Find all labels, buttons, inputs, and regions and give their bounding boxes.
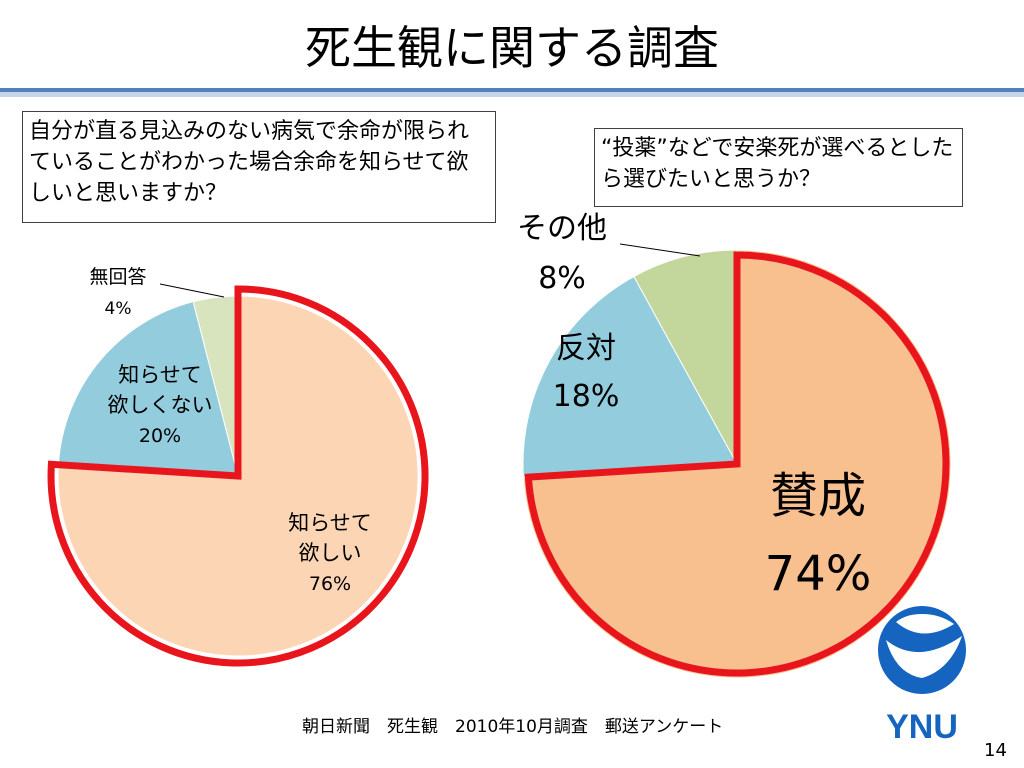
slice-label-1: 知らせて欲しい 76% — [288, 511, 372, 595]
slice-label-3: 無回答 4% — [89, 266, 146, 319]
pie-slice-2 — [522, 275, 738, 478]
pie-slice-3 — [633, 249, 738, 465]
pie-slice-2 — [57, 301, 239, 477]
slice-label-3: その他 8% — [517, 211, 607, 296]
question-box-left: 自分が直る見込みのない病気で余命が限られていることがわかった場合余命を知らせて欲… — [22, 111, 496, 223]
slice-label-2: 反対 18% — [553, 331, 620, 414]
pie-chart-2: 賛成 74% 反対 18% その他 8% — [517, 211, 952, 679]
slice-label-1: 賛成 74% — [765, 468, 872, 602]
pie-chart-1: 知らせて欲しい 76% 知らせて欲しくない 20% 無回答 4% — [47, 266, 429, 667]
title-underline — [0, 88, 1024, 92]
highlight-outline — [47, 285, 429, 667]
page-number: 14 — [984, 740, 1007, 761]
slide-title: 死生観に関する調査 — [305, 21, 719, 75]
leader-line — [159, 283, 225, 298]
slice-label-2: 知らせて欲しくない 20% — [108, 363, 213, 447]
highlight-outline — [524, 251, 950, 677]
ynu-logo-icon: YNU — [878, 606, 966, 746]
leader-line — [619, 243, 701, 257]
ynu-logo-text: YNU — [886, 708, 958, 746]
title-underline-shadow — [0, 92, 1024, 97]
source-note: 朝日新聞 死生観 2010年10月調査 郵送アンケート — [302, 717, 724, 737]
question-box-right: “投薬”などで安楽死が選べるとしたら選びたいと思うか？ — [594, 128, 963, 207]
